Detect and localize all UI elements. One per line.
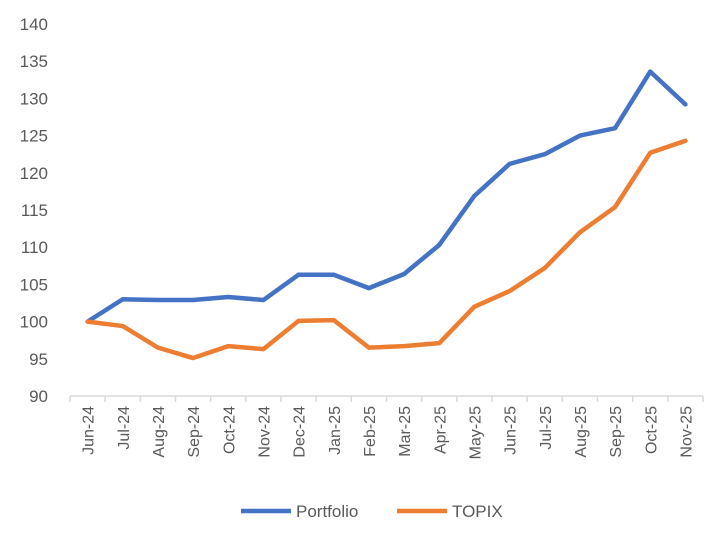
- y-tick-label: 105: [20, 275, 48, 294]
- x-tick-label: Jan-25: [327, 406, 344, 455]
- legend-item-portfolio: Portfolio: [241, 502, 358, 521]
- y-tick-label: 95: [29, 350, 48, 369]
- legend-item-topix: TOPIX: [397, 502, 503, 521]
- x-tick-label: Oct-25: [643, 406, 660, 454]
- x-tick-label: Nov-25: [678, 406, 695, 458]
- series-line-topix: [88, 141, 686, 358]
- x-tick-label: Mar-25: [397, 406, 414, 457]
- x-tick-label: Jun-25: [503, 406, 520, 455]
- legend-label: TOPIX: [452, 502, 503, 521]
- y-tick-label: 135: [20, 52, 48, 71]
- x-tick-label: Feb-25: [362, 406, 379, 457]
- series-line-portfolio: [88, 72, 686, 322]
- y-tick-label: 90: [29, 387, 48, 406]
- x-tick-label: Jul-24: [116, 406, 133, 450]
- legend-label: Portfolio: [296, 502, 358, 521]
- y-tick-label: 130: [20, 89, 48, 108]
- y-tick-label: 110: [21, 238, 48, 257]
- y-tick-label: 125: [20, 127, 48, 146]
- x-tick-label: Nov-24: [256, 406, 273, 458]
- x-tick-label: Apr-25: [432, 406, 449, 454]
- y-tick-label: 140: [20, 15, 48, 34]
- x-tick-label: Sep-25: [608, 406, 625, 458]
- x-tick-label: Dec-24: [292, 406, 309, 458]
- x-tick-label: Sep-24: [186, 406, 203, 458]
- x-tick-label: Oct-24: [221, 406, 238, 454]
- x-tick-label: Aug-25: [573, 406, 590, 458]
- x-tick-label: May-25: [467, 406, 484, 459]
- y-tick-label: 115: [21, 201, 48, 220]
- x-tick-label: Jun-24: [81, 406, 98, 455]
- x-tick-label: Aug-24: [151, 406, 168, 458]
- y-tick-label: 100: [20, 313, 48, 332]
- x-tick-label: Jul-25: [538, 406, 555, 450]
- y-tick-label: 120: [20, 164, 48, 183]
